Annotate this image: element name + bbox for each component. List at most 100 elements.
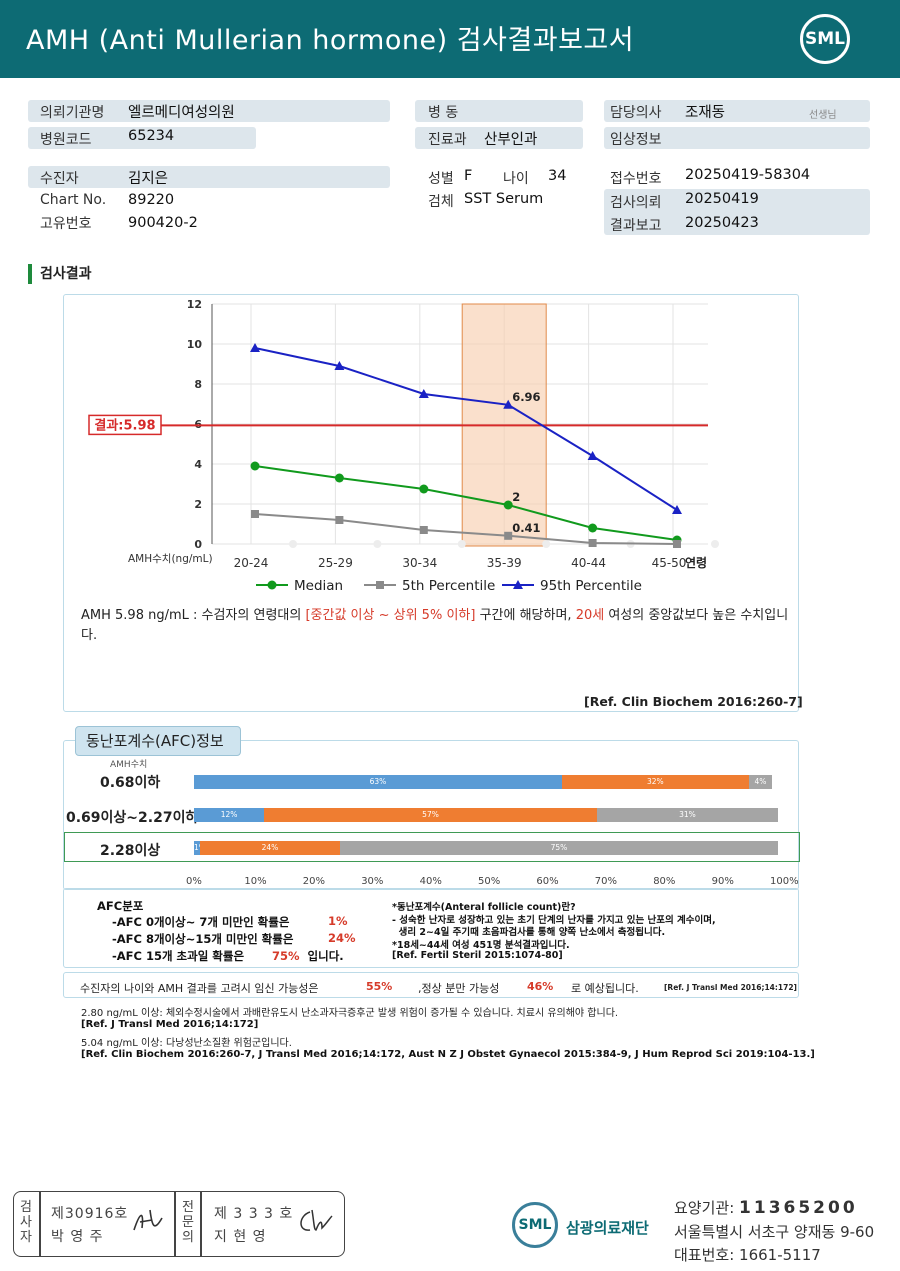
specialist-license: 제 3 3 3 호 — [214, 1206, 294, 1222]
afc-x-tick-label: 70% — [594, 876, 618, 887]
footnote-ref: [Ref. J Transl Med 2016;14:172] — [81, 1019, 259, 1030]
afc-dist-item: -AFC 15개 초과일 확률은 — [112, 948, 244, 964]
chart-no-value: 89220 — [128, 192, 175, 208]
possibility-value-2: 46% — [527, 980, 553, 993]
interp-highlight1: [중간값 이상 ~ 상위 5% 이하] — [305, 608, 476, 623]
dates-row-bg — [604, 189, 870, 235]
footnote: 2.80 ng/mL 이상: 체외수정시술에서 과배란유도시 난소과자극증후군 … — [81, 1008, 619, 1019]
chart-panel — [63, 294, 799, 712]
interp-part1: AMH 5.98 ng/mL : 수검자의 연령대의 — [81, 608, 306, 623]
examiner-label: 검사자 — [20, 1200, 32, 1245]
afc-row-label: 2.28이상 — [100, 843, 161, 859]
signature-divider — [200, 1191, 202, 1257]
footnote: 5.04 ng/mL 이상: 다낭성난소질환 위험군입니다. — [81, 1038, 292, 1049]
data-label: 0.41 — [512, 521, 540, 535]
uid-label: 고유번호 — [40, 216, 92, 232]
afc-bar-segment: 31% — [596, 808, 778, 822]
doctor-row-bg — [604, 100, 870, 122]
data-point — [503, 399, 514, 409]
signature-box — [13, 1191, 345, 1257]
axis-dot — [373, 540, 382, 548]
legend-marker — [267, 580, 277, 590]
possibility-panel — [63, 972, 799, 998]
footer-code-label: 요양기관: — [674, 1199, 740, 1217]
legend-label: 5th Percentile — [402, 578, 495, 594]
uid-value: 900420-2 — [128, 215, 198, 231]
legend-label: 95th Percentile — [540, 578, 642, 594]
afc-bar-segment: 12% — [194, 808, 265, 822]
afc-note: 생리 2~4일 주기때 초음파검사를 통해 양쪽 난소에서 측정됩니다. — [392, 927, 666, 938]
data-point — [588, 539, 597, 547]
afc-dist-pct: 75% — [272, 949, 300, 963]
y-tick-label: 8 — [194, 378, 202, 391]
examiner-signature-icon — [133, 1209, 163, 1231]
afc-x-tick-label: 90% — [711, 876, 734, 887]
interp-highlight2: 20세 — [575, 608, 605, 623]
footer-phone-label: 대표번호: — [674, 1246, 740, 1264]
afc-bar: 12% 57% 31% — [194, 808, 778, 822]
afc-dist-text: -AFC 0개이상~ 7개 미만인 확률은 — [112, 915, 290, 929]
amh-line-chart: 02468101220-2425-2930-3435-3940-4445-50연… — [88, 298, 719, 594]
afc-title-tab: 동난포계수(AFC)정보 — [75, 726, 241, 756]
patient-value: 김지은 — [128, 171, 169, 187]
x-tick-label: 40-44 — [571, 556, 606, 570]
afc-note: *동난포계수(Anteral follicle count)란? — [392, 902, 576, 913]
data-point — [672, 505, 682, 514]
axis-dot — [289, 540, 297, 548]
afc-x-tick-label: 60% — [536, 876, 559, 887]
afc-x-tick-label: 20% — [302, 876, 326, 887]
afc-bar-segment: 32% — [561, 775, 749, 789]
y-tick-label: 4 — [194, 458, 202, 471]
data-point — [250, 461, 260, 471]
ward-label: 병 동 — [428, 105, 459, 121]
specialist-label: 전문의 — [182, 1200, 194, 1245]
x-tick-label: 30-34 — [402, 556, 437, 570]
receipt-label: 접수번호 — [610, 171, 662, 187]
chart-no-label: Chart No. — [40, 192, 107, 208]
series-line — [254, 347, 678, 511]
interp-part2: 구간에 해당하며, — [475, 608, 576, 623]
interp-part3: 여성의 중앙값보다 높은 수치입니다. — [81, 608, 789, 643]
afc-dist-value: 24% — [328, 931, 356, 945]
afc-row-label: 0.69이상~2.27이하 — [66, 810, 199, 826]
data-point — [418, 389, 429, 398]
afc-bar-segment: 4% — [748, 775, 773, 789]
receipt-value: 20250419-58304 — [685, 167, 811, 183]
clinical-row-bg — [604, 127, 870, 149]
y-axis-label: AMH수치(ng/mL) — [128, 553, 213, 565]
institution-value: 엘르메디여성의원 — [128, 105, 235, 121]
report-title: AMH (Anti Mullerian hormone) 검사결과보고서 — [26, 25, 635, 56]
request-label: 검사의뢰 — [610, 195, 662, 211]
afc-dist-item: -AFC 0개이상~ 7개 미만인 확률은 — [112, 914, 289, 930]
doctor-suffix: 선생님 — [809, 110, 837, 121]
axis-dot — [457, 540, 466, 548]
possibility-text-b: ,정상 분만 가능성 — [418, 982, 500, 995]
afc-bar-segment: 24% — [199, 841, 340, 855]
delivery-probability: 46% — [527, 980, 554, 993]
footer-code: 요양기관: 11365200 — [674, 1197, 858, 1218]
footer-code-value: 11365200 — [739, 1198, 858, 1218]
hospital-code-value: 65234 — [128, 128, 175, 144]
afc-dist-value: 1% — [328, 914, 348, 928]
sex-label: 성별 — [428, 171, 454, 187]
data-point — [503, 500, 513, 510]
hospital-code-label: 병원코드 — [40, 132, 92, 148]
afc-bar: 1%24%75% — [194, 841, 778, 855]
data-point — [419, 484, 429, 494]
x-tick-label: 25-29 — [318, 556, 353, 570]
afc-sub-label: AMH수치 — [110, 760, 148, 770]
afc-dist-title: AFC분포 — [97, 899, 144, 913]
specimen-label: 검체 — [428, 194, 454, 210]
footnote-ref: [Ref. Clin Biochem 2016:260-7, J Transl … — [81, 1049, 815, 1060]
pregnancy-probability: 55% — [366, 980, 393, 993]
legend-marker — [376, 581, 384, 589]
dept-value: 산부인과 — [484, 132, 538, 148]
examiner-name: 박 영 주 — [51, 1229, 104, 1245]
afc-x-tick-label: 80% — [653, 876, 676, 887]
institution-label: 의뢰기관명 — [40, 105, 105, 121]
result-label-box — [88, 414, 162, 436]
interpretation-ref: [Ref. Clin Biochem 2016:260-7] — [584, 694, 803, 709]
data-label: 2 — [512, 490, 520, 504]
data-point — [504, 531, 513, 540]
afc-note: - 성숙한 난자로 성장하고 있는 초기 단계의 난자를 가지고 있는 난포의 … — [392, 915, 716, 926]
